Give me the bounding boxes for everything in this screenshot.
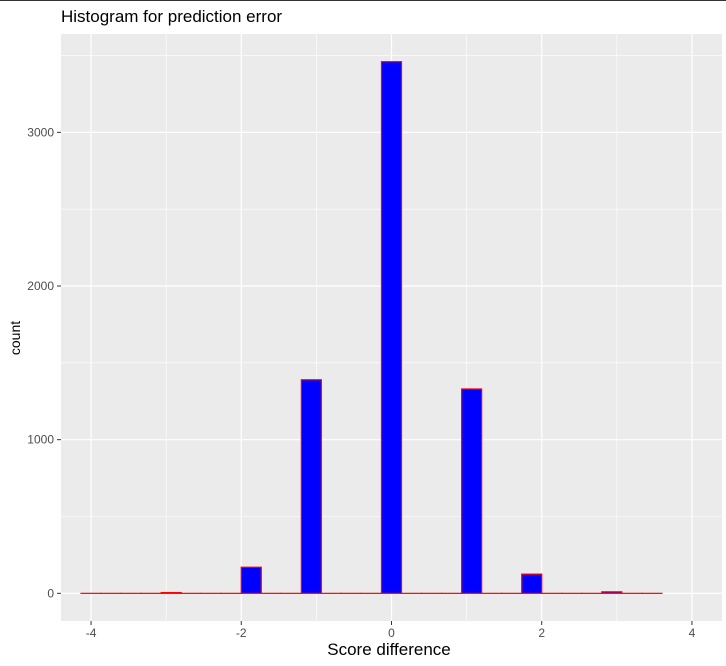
histogram-bar xyxy=(380,61,403,594)
x-axis-label: Score difference xyxy=(327,640,451,659)
x-tick-label: 0 xyxy=(388,626,395,640)
histogram-bar xyxy=(521,573,543,594)
x-axis: -4 -2 0 2 4 xyxy=(86,621,696,640)
y-tick-label: 2000 xyxy=(27,279,54,293)
x-tick-label: 2 xyxy=(538,626,545,640)
histogram-bar xyxy=(160,591,182,594)
histogram-bar xyxy=(240,566,262,594)
histogram-bar xyxy=(300,379,322,594)
x-tick-label: 4 xyxy=(689,626,696,640)
x-tick-label: -2 xyxy=(236,626,247,640)
y-axis: 0 1000 2000 3000 xyxy=(27,125,61,600)
histogram-bars xyxy=(80,61,663,594)
histogram-bar xyxy=(601,591,623,594)
y-axis-label: count xyxy=(7,320,23,356)
top-border xyxy=(0,0,726,1)
y-tick-label: 1000 xyxy=(27,433,54,447)
y-tick-label: 3000 xyxy=(27,125,54,139)
y-tick-label: 0 xyxy=(47,586,54,600)
chart-title: Histogram for prediction error xyxy=(61,7,283,26)
x-tick-label: -4 xyxy=(86,626,97,640)
histogram-bar xyxy=(461,388,483,594)
